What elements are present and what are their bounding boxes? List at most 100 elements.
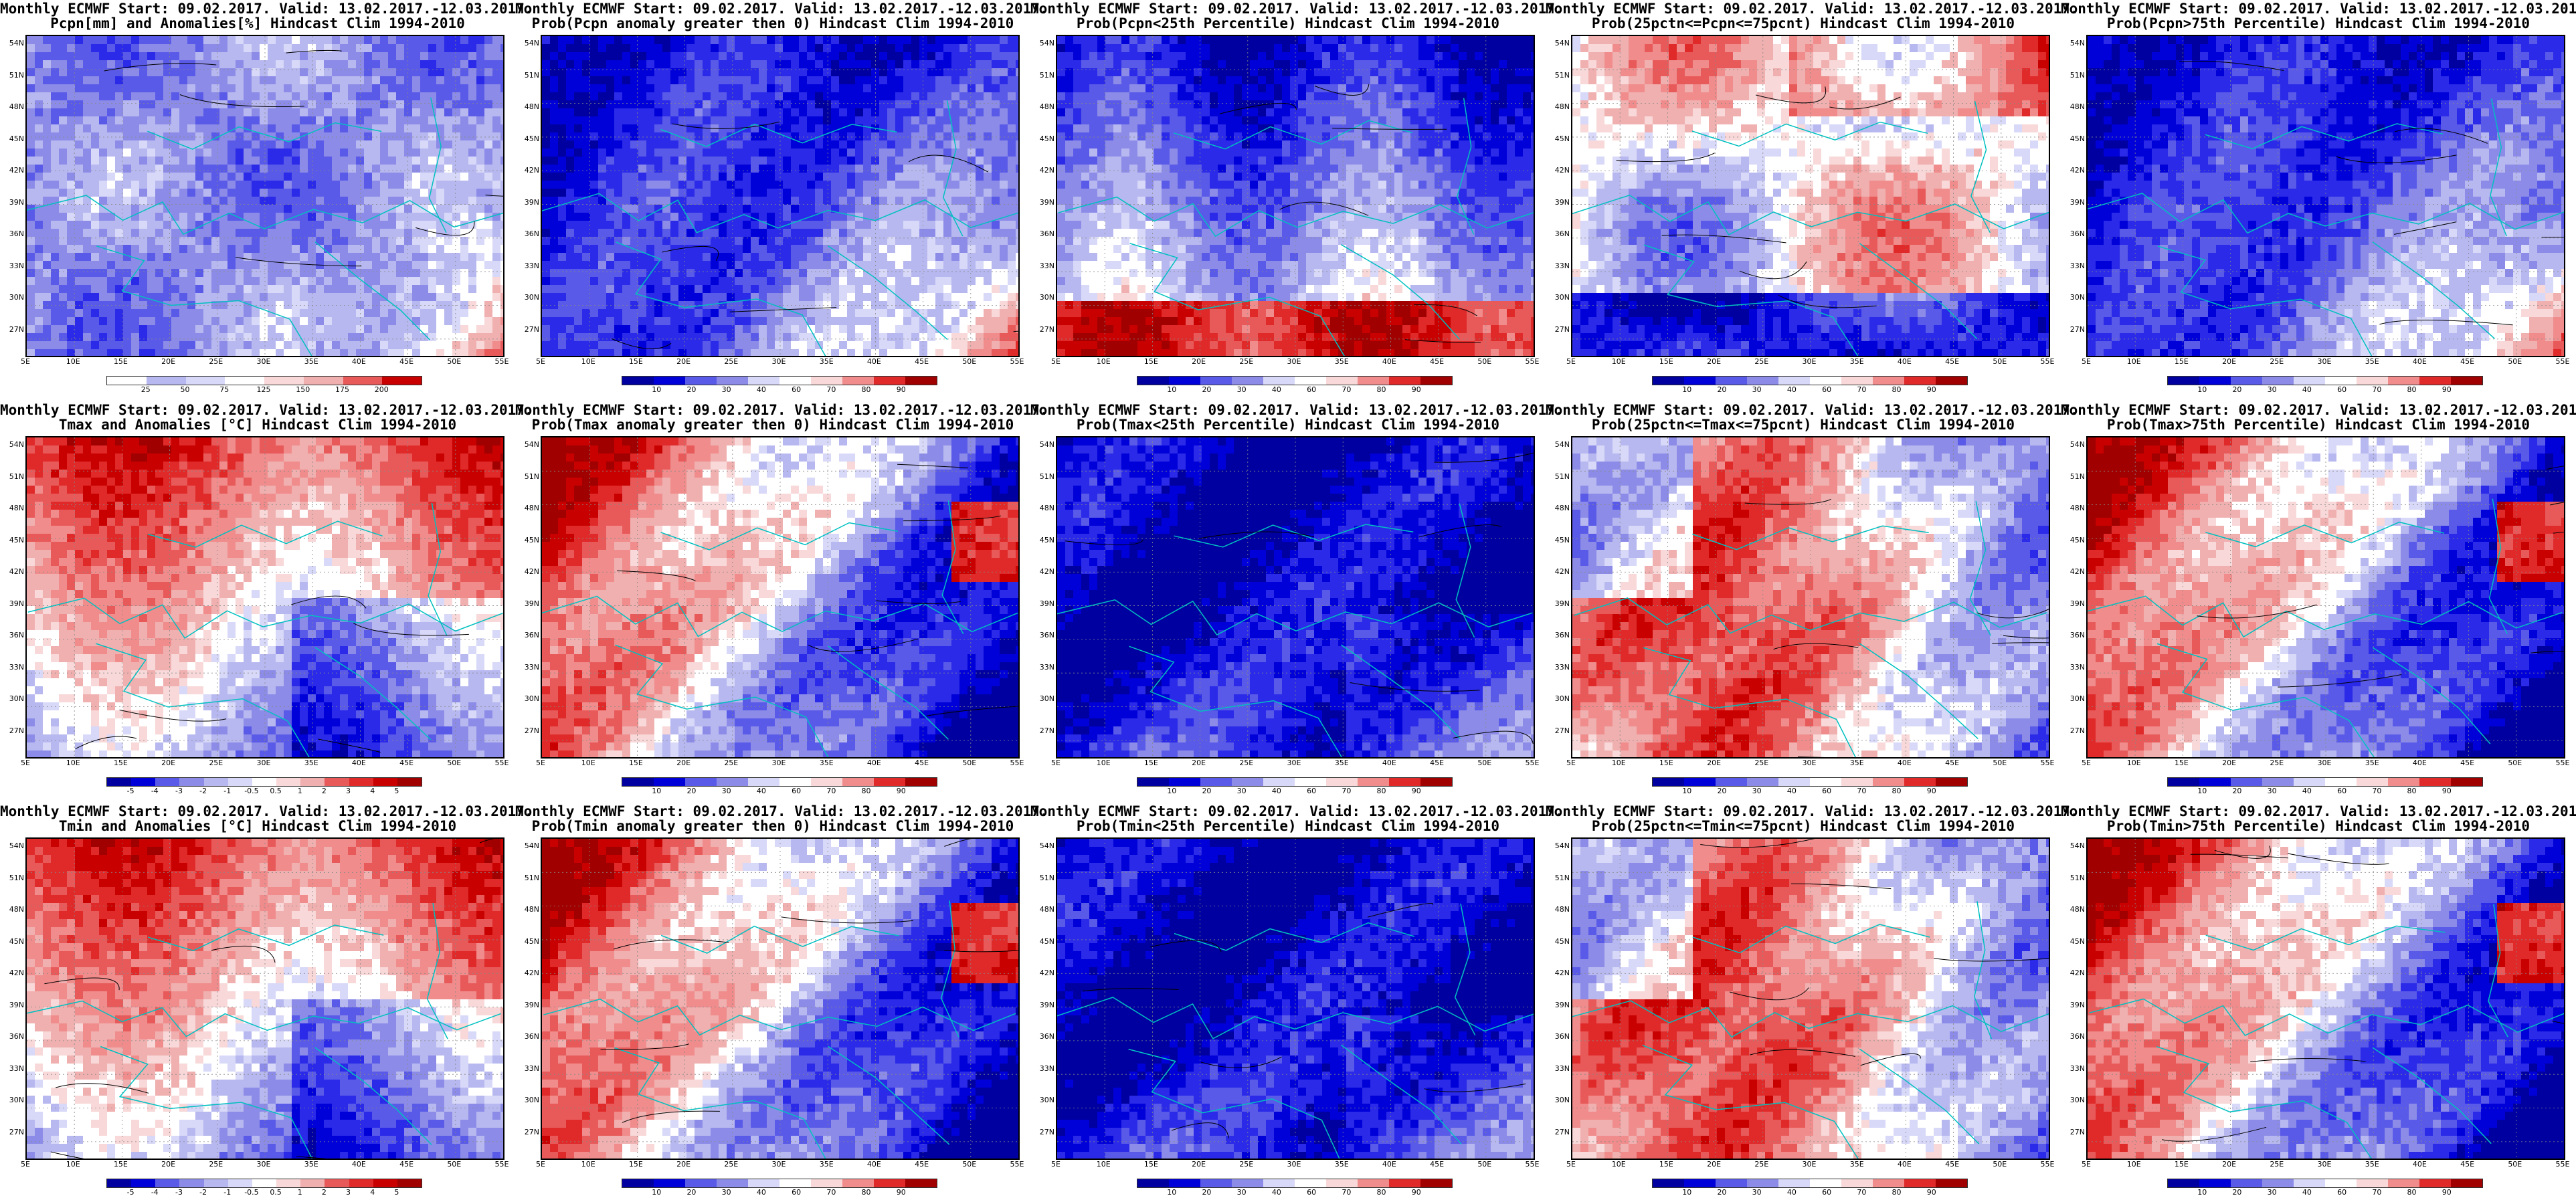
latitude-label: 36N: [2062, 631, 2085, 639]
colorbar-swatch: [1420, 377, 1452, 385]
contour-line: [2162, 1126, 2267, 1142]
latitude-label: 48N: [1, 102, 24, 111]
longitude-label: 55E: [1007, 357, 1027, 366]
colorbar-swatch: [1684, 377, 1716, 385]
colorbar-tick-label: 30: [717, 787, 737, 795]
latitude-label: 54N: [1547, 39, 1570, 47]
contour-line: [1829, 96, 1901, 110]
longitude-label: 45E: [912, 1160, 932, 1169]
contour-line: [622, 1110, 720, 1123]
longitude-label: 20E: [2219, 1160, 2239, 1169]
longitude-label: 5E: [1046, 357, 1066, 366]
contour-line: [1976, 609, 2049, 619]
colorbar-tick-label: 10: [1162, 385, 1182, 394]
colorbar-swatch: [2168, 778, 2200, 786]
colorbar-swatch: [1295, 377, 1327, 385]
latitude-label: 30N: [2062, 694, 2085, 703]
contour-line: [2551, 1020, 2564, 1024]
colorbar: [622, 777, 937, 787]
colorbar-tick-label: 60: [1301, 385, 1321, 394]
colorbar-swatch: [2231, 377, 2263, 385]
colorbar-swatch: [1747, 778, 1779, 786]
colorbar-tick-label: 60: [786, 1188, 806, 1197]
coastline: [1129, 243, 1345, 356]
colorbar-swatch: [179, 1179, 205, 1187]
colorbar-tick-label: 2: [314, 787, 334, 795]
longitude-label: 10E: [1608, 759, 1629, 767]
colorbar-tick-label: 30: [1747, 1188, 1767, 1197]
longitude-label: 20E: [2219, 759, 2239, 767]
latitude-label: 54N: [517, 39, 539, 47]
panel-subtitle: Tmax and Anomalies [°C] Hindcast Clim 19…: [0, 417, 515, 433]
latitude-label: 39N: [1547, 599, 1570, 608]
latitude-label: 39N: [1032, 599, 1054, 608]
latitude-label: 51N: [1, 874, 24, 882]
panel-subtitle: Prob(25pctn<=Tmax<=75pcnt) Hindcast Clim…: [1546, 417, 2061, 433]
contour-line: [1790, 883, 1892, 890]
colorbar-swatch: [1137, 778, 1170, 786]
colorbar-tick-label: 30: [2262, 787, 2282, 795]
latitude-label: 39N: [1, 1001, 24, 1009]
colorbar-tick-label: 80: [1887, 1188, 1907, 1197]
longitude-label: 45E: [1427, 1160, 1447, 1169]
latitude-label: 36N: [1547, 229, 1570, 238]
contour-line: [1661, 234, 1786, 243]
colorbar-tick-label: 0.5: [266, 1188, 286, 1197]
longitude-label: 25E: [1236, 357, 1257, 366]
longitude-label: 55E: [492, 357, 512, 366]
contour-line: [119, 709, 227, 722]
colorbar: [2167, 376, 2483, 385]
longitude-label: 55E: [492, 759, 512, 767]
coastline: [1128, 1048, 1340, 1159]
coastline: [828, 1045, 950, 1145]
coastline: [314, 647, 432, 740]
latitude-label: 33N: [1032, 663, 1054, 672]
longitude-label: 10E: [2124, 1160, 2144, 1169]
colorbar-tick-label: 40: [1782, 1188, 1802, 1197]
colorbar-swatch: [685, 778, 717, 786]
colorbar-swatch: [185, 377, 225, 385]
colorbar-swatch: [343, 377, 383, 385]
colorbar-tick-label: 90: [1406, 1188, 1427, 1197]
colorbar-tick-label: 80: [1372, 385, 1392, 394]
contour-line: [2394, 221, 2457, 235]
forecast-panel: Monthly ECMWF Start: 09.02.2017. Valid: …: [2061, 803, 2576, 1204]
longitude-label: 45E: [397, 759, 417, 767]
latitude-label: 48N: [1032, 504, 1054, 512]
longitude-label: 30E: [254, 759, 274, 767]
latitude-label: 42N: [1547, 166, 1570, 175]
coastline: [1058, 196, 1534, 237]
colorbar-swatch: [1295, 778, 1327, 786]
coastline: [147, 924, 384, 952]
panel-title: Monthly ECMWF Start: 09.02.2017. Valid: …: [2061, 804, 2576, 819]
colorbar-tick-label: 50: [175, 385, 195, 394]
forecast-panel: Monthly ECMWF Start: 09.02.2017. Valid: …: [515, 401, 1048, 803]
colorbar-tick-label: 175: [333, 385, 353, 394]
colorbar-swatch: [1653, 1179, 1685, 1187]
latitude-label: 54N: [2062, 841, 2085, 850]
panel-title: Monthly ECMWF Start: 09.02.2017. Valid: …: [1546, 403, 2079, 418]
colorbar-tick-label: 20: [1712, 1188, 1732, 1197]
longitude-label: 50E: [2505, 357, 2525, 366]
colorbar-tick-label: 70: [2367, 385, 2387, 394]
longitude-label: 20E: [2219, 357, 2239, 366]
colorbar-swatch: [1716, 377, 1748, 385]
coastline: [2157, 245, 2373, 356]
colorbar-tick-label: 10: [1677, 787, 1697, 795]
longitude-label: 55E: [2037, 1160, 2057, 1169]
coastline: [1859, 243, 1978, 340]
coastline: [1692, 525, 1929, 550]
colorbar-swatch: [2294, 778, 2326, 786]
colorbar-swatch: [1169, 1179, 1201, 1187]
latitude-label: 48N: [1032, 102, 1054, 111]
coastline: [542, 595, 1018, 637]
panel-title: Monthly ECMWF Start: 09.02.2017. Valid: …: [1030, 403, 1564, 418]
colorbar-swatch: [1936, 778, 1967, 786]
longitude-label: 5E: [15, 357, 35, 366]
colorbar-swatch: [1232, 1179, 1264, 1187]
colorbar-tick-label: 10: [646, 385, 666, 394]
longitude-label: 30E: [254, 357, 274, 366]
latitude-label: 54N: [1, 39, 24, 47]
colorbar-swatch: [1841, 377, 1873, 385]
contour-line: [50, 1151, 84, 1159]
